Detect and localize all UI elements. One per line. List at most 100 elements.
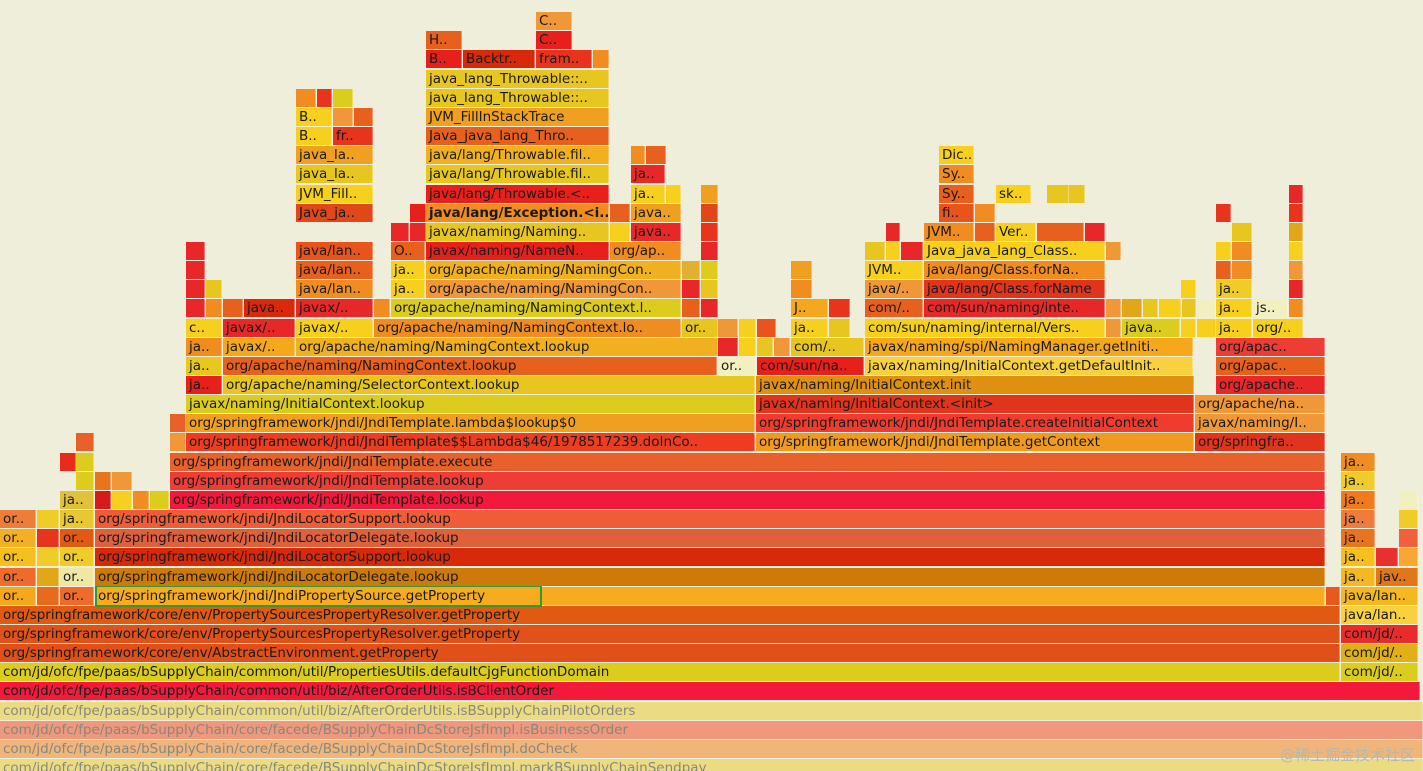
flame-frame[interactable] <box>701 280 718 299</box>
flame-frame[interactable]: ja.. <box>1216 280 1252 299</box>
flame-frame[interactable] <box>60 452 76 471</box>
flame-frame[interactable] <box>975 203 995 222</box>
flame-frame[interactable]: javax/naming/Naming.. <box>426 222 609 241</box>
flame-frame[interactable] <box>757 337 773 356</box>
flame-frame[interactable]: java/lang/Class.forNa.. <box>924 261 1105 280</box>
flame-frame[interactable]: java.. <box>244 299 295 318</box>
flame-frame[interactable] <box>791 280 812 299</box>
flame-frame[interactable]: java.. <box>631 222 681 241</box>
flame-frame[interactable]: ja.. <box>1341 567 1375 586</box>
flame-frame[interactable]: java_la.. <box>296 146 373 165</box>
flame-frame[interactable]: com/sun/naming/inte.. <box>924 299 1105 318</box>
flame-frame[interactable] <box>610 203 630 222</box>
flame-frame[interactable]: java/lang/Throwable.fil.. <box>426 165 609 184</box>
flame-frame[interactable]: java/lan.. <box>1341 586 1418 605</box>
flame-frame[interactable]: B.. <box>296 107 332 126</box>
flame-frame[interactable]: javax/naming/I.. <box>1195 414 1325 433</box>
flame-frame[interactable] <box>757 318 776 337</box>
flame-frame[interactable]: ja.. <box>1341 452 1375 471</box>
flame-frame[interactable] <box>1159 299 1181 318</box>
flame-frame[interactable]: org/apac.. <box>1216 337 1325 356</box>
flame-frame[interactable] <box>95 490 111 509</box>
flame-frame[interactable] <box>718 318 738 337</box>
flame-frame[interactable] <box>829 299 850 318</box>
flame-frame[interactable] <box>886 241 900 260</box>
flame-frame[interactable] <box>1182 299 1196 318</box>
flame-frame[interactable]: C.. <box>536 12 572 31</box>
flame-frame[interactable] <box>374 299 390 318</box>
flame-frame[interactable]: js.. <box>1253 299 1288 318</box>
flame-frame[interactable]: ja.. <box>60 490 94 509</box>
flame-frame[interactable] <box>112 471 132 490</box>
flame-frame[interactable]: com/jd/.. <box>1341 644 1418 663</box>
flame-frame[interactable]: javax/naming/InitialContext.lookup <box>186 395 755 414</box>
flame-frame[interactable] <box>1106 241 1121 260</box>
flame-frame[interactable]: java/lan.. <box>1341 605 1418 624</box>
flame-frame[interactable]: or.. <box>0 586 36 605</box>
flame-frame[interactable] <box>1232 222 1252 241</box>
flame-frame[interactable] <box>631 146 645 165</box>
flame-frame[interactable]: ja.. <box>1341 471 1375 490</box>
flame-frame[interactable]: sk.. <box>996 184 1031 203</box>
flame-frame[interactable]: java/lan.. <box>296 261 373 280</box>
flame-frame[interactable]: or.. <box>0 529 36 548</box>
flame-frame[interactable]: org/apache.. <box>1216 376 1325 394</box>
flame-frame[interactable] <box>150 490 169 509</box>
flame-frame[interactable]: com/sun/naming/internal/Vers.. <box>865 318 1105 337</box>
flame-frame[interactable] <box>593 50 609 69</box>
flame-frame[interactable]: org/springframework/jndi/JndiPropertySou… <box>95 586 1325 605</box>
flame-frame[interactable] <box>1197 318 1216 337</box>
flame-frame[interactable] <box>1181 280 1196 299</box>
flame-frame[interactable] <box>718 337 738 356</box>
flame-frame[interactable] <box>206 280 222 299</box>
flame-frame[interactable] <box>865 241 885 260</box>
flame-frame[interactable] <box>1376 548 1398 567</box>
flame-frame[interactable] <box>186 241 205 260</box>
flame-frame[interactable] <box>112 490 132 509</box>
flame-frame[interactable]: org/springframework/jndi/JndiTemplate.ex… <box>170 452 1325 471</box>
flame-frame[interactable] <box>1289 299 1303 318</box>
flame-frame[interactable]: com/jd/ofc/fpe/paas/bSupplyChain/core/fa… <box>0 759 1423 771</box>
flame-frame[interactable]: or.. <box>60 567 94 586</box>
flame-frame[interactable] <box>791 261 812 280</box>
flame-frame[interactable]: org/springframework/core/env/PropertySou… <box>0 605 1340 624</box>
flame-frame[interactable]: or.. <box>60 586 94 605</box>
flame-frame[interactable] <box>1143 299 1158 318</box>
flame-frame[interactable]: ja.. <box>791 318 828 337</box>
flame-frame[interactable]: javax/naming/InitialContext.<init> <box>756 395 1194 414</box>
flame-frame[interactable] <box>76 452 94 471</box>
flame-frame[interactable]: org/apache/naming/SelectorContext.lookup <box>223 376 755 394</box>
flame-frame[interactable]: J.. <box>791 299 828 318</box>
flame-frame[interactable]: org/apache/naming/NamingContext.lookup <box>296 337 718 356</box>
flame-frame[interactable] <box>186 280 205 299</box>
flame-frame[interactable]: javax/.. <box>223 318 295 337</box>
flame-frame[interactable] <box>1216 241 1231 260</box>
flame-frame[interactable]: org/springframework/jndi/JndiLocatorDele… <box>95 529 1325 548</box>
flame-frame[interactable]: java/lan.. <box>296 241 373 260</box>
flame-frame[interactable]: ja.. <box>391 280 425 299</box>
flame-frame[interactable]: org/springframework/jndi/JndiLocatorSupp… <box>95 510 1325 529</box>
flame-frame[interactable]: B.. <box>426 50 462 69</box>
flame-frame[interactable] <box>410 203 426 222</box>
flame-frame[interactable]: ja.. <box>186 376 222 394</box>
flame-frame[interactable] <box>391 222 409 241</box>
flame-frame[interactable] <box>1289 184 1303 203</box>
flame-frame[interactable]: O.. <box>391 241 425 260</box>
flame-frame[interactable]: com/jd/ofc/fpe/paas/bSupplyChain/common/… <box>0 701 1423 720</box>
flame-frame[interactable] <box>186 299 205 318</box>
flame-frame[interactable] <box>701 222 718 241</box>
flame-frame[interactable] <box>37 586 59 605</box>
flame-frame[interactable] <box>37 567 59 586</box>
flame-frame[interactable]: com/sun/na.. <box>757 356 864 375</box>
flame-frame[interactable]: ja.. <box>1341 490 1375 509</box>
flame-frame[interactable]: java/lang/Throwable.fil.. <box>426 146 609 165</box>
flame-frame[interactable]: or.. <box>0 548 36 567</box>
flame-frame[interactable]: or.. <box>718 356 756 375</box>
flame-frame[interactable] <box>666 184 681 203</box>
flame-frame[interactable] <box>333 107 353 126</box>
flame-frame[interactable]: JVM_Fill.. <box>296 184 373 203</box>
flame-frame[interactable]: Java_java_lang_Class.. <box>924 241 1105 260</box>
flame-frame[interactable]: com/jd/ofc/fpe/paas/bSupplyChain/common/… <box>0 663 1340 682</box>
flame-frame[interactable]: org/springframework/jndi/JndiTemplate.ge… <box>756 433 1194 452</box>
flame-frame[interactable] <box>1399 490 1418 509</box>
